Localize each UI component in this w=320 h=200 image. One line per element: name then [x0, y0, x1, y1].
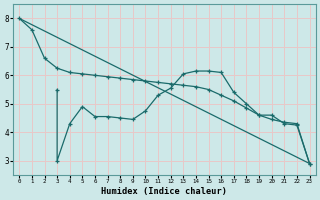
- X-axis label: Humidex (Indice chaleur): Humidex (Indice chaleur): [101, 187, 228, 196]
